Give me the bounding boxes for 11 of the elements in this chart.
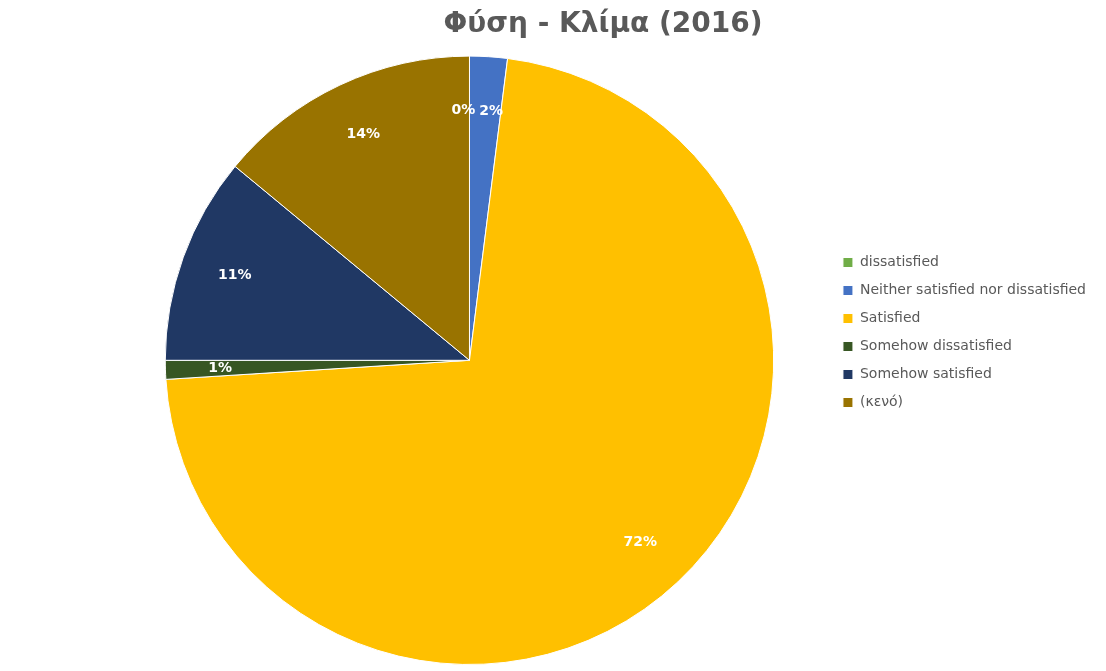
legend-label: Satisfied — [859, 309, 921, 326]
legend-label: Somehow dissatisfied — [859, 337, 1012, 354]
legend-label: Neither satisfied nor dissatisfied — [859, 281, 1087, 298]
data-label: 72% — [623, 532, 657, 549]
data-label: 1% — [208, 358, 233, 375]
data-label: 14% — [346, 125, 381, 142]
legend-label: dissatisfied — [859, 253, 939, 270]
legend-label: Somehow satisfied — [859, 365, 992, 382]
data-label: 11% — [218, 266, 252, 283]
chart-title: Φύση - Κλίμα (2016) — [443, 6, 763, 40]
legend-label: (κενό) — [859, 393, 904, 410]
